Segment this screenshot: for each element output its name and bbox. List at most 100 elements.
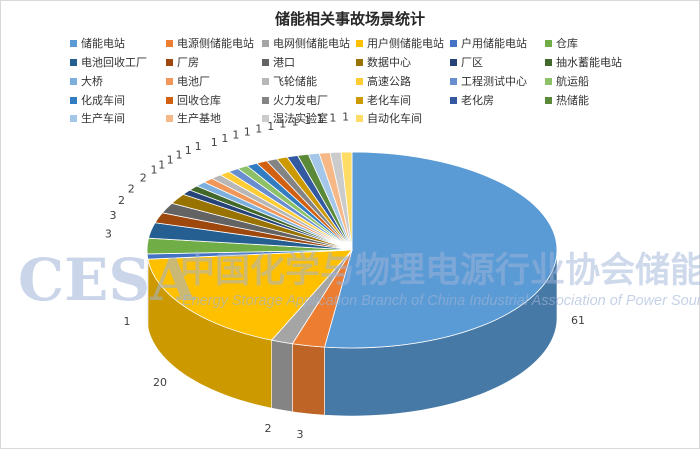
legend-swatch	[356, 78, 363, 85]
legend-label: 电池厂	[177, 75, 210, 88]
legend-label: 数据中心	[367, 55, 411, 69]
data-label: 20	[153, 376, 167, 389]
watermark-org-cn: 中国化学与物理电源行业协会储能应用分会	[180, 250, 700, 291]
legend-label: 厂房	[177, 56, 199, 69]
legend-item: 自动化车间	[356, 111, 422, 125]
legend-swatch	[262, 97, 269, 104]
data-label: 1	[124, 315, 131, 328]
legend-swatch	[70, 97, 77, 104]
legend-item: 电池回收工厂	[70, 55, 147, 69]
data-label: 3	[297, 428, 304, 441]
legend-swatch	[70, 115, 77, 122]
legend-item: 大桥	[70, 74, 103, 88]
legend-label: 抽水蓄能电站	[556, 55, 622, 69]
legend-item: 生产基地	[166, 111, 221, 125]
legend-swatch	[356, 115, 363, 122]
legend-item: 厂区	[450, 56, 483, 69]
legend-label: 老化房	[461, 93, 494, 107]
legend-label: 生产车间	[81, 111, 125, 125]
legend-item: 生产车间	[70, 111, 125, 125]
legend-swatch	[450, 40, 457, 47]
legend-item: 储能电站	[70, 36, 125, 50]
data-label: 1	[329, 111, 336, 124]
legend-item: 航运船	[545, 74, 589, 88]
legend-label: 化成车间	[81, 93, 125, 107]
data-label: 2	[265, 422, 272, 435]
data-label: 3	[105, 227, 112, 240]
data-label: 1	[342, 111, 349, 124]
data-label: 1	[255, 123, 262, 136]
watermark: CESA 中国化学与物理电源行业协会储能应用分会 Energy Storage …	[18, 246, 700, 314]
pie-slice	[340, 151, 353, 251]
pie-slice	[147, 249, 353, 341]
data-label: 2	[118, 194, 125, 207]
legend-item: 户用储能电站	[450, 36, 527, 50]
legend-item: 湿法实验室	[262, 111, 328, 125]
data-label: 1	[185, 144, 192, 157]
legend-item: 数据中心	[356, 55, 411, 69]
legend-item: 电池厂	[166, 75, 210, 88]
legend-swatch	[356, 97, 363, 104]
data-label: 1	[158, 158, 165, 171]
data-label: 1	[211, 136, 218, 149]
data-label: 61	[571, 314, 585, 327]
data-label: 1	[317, 112, 324, 125]
legend-swatch	[450, 59, 457, 66]
legend-swatch	[356, 40, 363, 47]
legend-swatch	[450, 97, 457, 104]
legend-label: 电网侧储能电站	[273, 36, 350, 50]
legend-label: 航运船	[556, 74, 589, 88]
data-label: 1	[232, 129, 239, 142]
legend-swatch	[356, 59, 363, 66]
pie-slice-side	[292, 343, 325, 416]
data-label: 1	[167, 153, 174, 166]
pie-3d	[146, 151, 558, 417]
legend-item: 化成车间	[70, 93, 125, 107]
legend-item: 老化车间	[356, 93, 411, 107]
legend-item: 高速公路	[356, 74, 411, 88]
legend-swatch	[262, 78, 269, 85]
legend-swatch	[70, 78, 77, 85]
watermark-logo: CESA	[18, 246, 196, 314]
legend-swatch	[262, 40, 269, 47]
legend-swatch	[545, 97, 552, 104]
legend-label: 高速公路	[367, 74, 411, 88]
data-label: 1	[195, 140, 202, 153]
legend-label: 生产基地	[177, 111, 221, 125]
legend-label: 老化车间	[367, 93, 411, 107]
legend-swatch	[262, 115, 269, 122]
pie-top	[146, 151, 558, 349]
legend-label: 电池回收工厂	[81, 55, 147, 69]
legend-swatch	[545, 40, 552, 47]
legend-label: 大桥	[81, 74, 103, 88]
data-label: 1	[279, 118, 286, 131]
legend-item: 电网侧储能电站	[262, 36, 350, 50]
legend-label: 热储能	[556, 93, 589, 107]
legend-swatch	[166, 59, 173, 66]
legend-swatch	[166, 40, 173, 47]
legend-swatch	[262, 59, 269, 66]
legend-label: 电源侧储能电站	[177, 36, 254, 50]
legend-label: 自动化车间	[367, 111, 422, 125]
data-label: 1	[221, 132, 228, 145]
legend-item: 港口	[262, 56, 295, 69]
data-label: 3	[110, 209, 117, 222]
legend-swatch	[166, 78, 173, 85]
data-label: 2	[140, 171, 147, 184]
legend-swatch	[70, 59, 77, 66]
legend-label: 港口	[273, 56, 295, 69]
legend-item: 抽水蓄能电站	[545, 55, 622, 69]
legend-item: 仓库	[545, 36, 578, 50]
legend-label: 湿法实验室	[273, 111, 328, 125]
chart-title: 储能相关事故场景统计	[275, 10, 425, 28]
legend-item: 工程测试中心	[450, 75, 527, 88]
legend-label: 火力发电厂	[273, 93, 328, 107]
data-label: 1	[176, 149, 183, 162]
legend-label: 工程测试中心	[461, 75, 527, 88]
data-label: 1	[151, 163, 158, 176]
legend-label: 厂区	[461, 56, 483, 69]
data-label: 1	[267, 120, 274, 133]
